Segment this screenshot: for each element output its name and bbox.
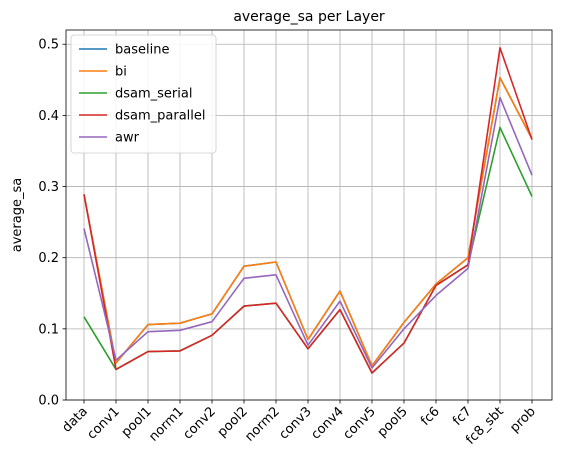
series-line-bi [83, 76, 533, 367]
series-line-awr [83, 96, 533, 369]
y-tick-label: 0.4 [38, 109, 59, 124]
series-lines [83, 46, 533, 374]
y-tick-label: 0.0 [38, 394, 59, 409]
legend-label: awr [115, 131, 140, 146]
chart-title: average_sa per Layer [233, 9, 385, 25]
series-line-dsam-parallel [83, 46, 533, 374]
legend-label: baseline [115, 43, 169, 58]
legend-label: bi [115, 65, 127, 80]
legend-label: dsam_parallel [115, 109, 206, 124]
y-axis-ticks: 0.0 0.1 0.2 0.3 0.4 0.5 [38, 38, 66, 409]
legend-label: dsam_serial [115, 87, 192, 102]
y-tick-label: 0.3 [38, 180, 59, 195]
y-axis-label: average_sa [10, 178, 25, 252]
y-tick-label: 0.5 [38, 38, 59, 53]
y-tick-label: 0.2 [38, 251, 59, 266]
legend-box [70, 34, 217, 154]
y-tick-label: 0.1 [38, 322, 59, 337]
plot-frame [65, 29, 553, 401]
